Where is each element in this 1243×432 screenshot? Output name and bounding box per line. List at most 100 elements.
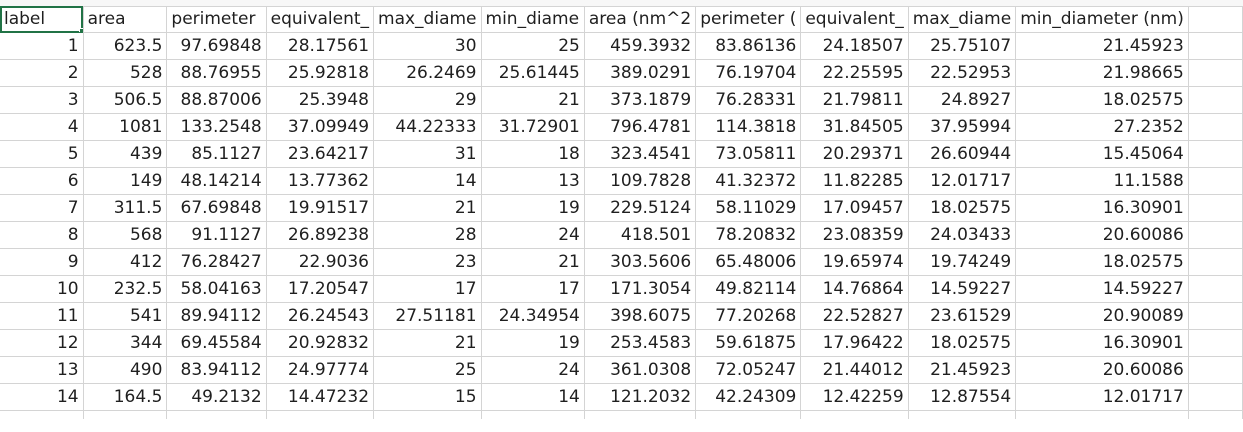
empty-cell[interactable] — [1188, 86, 1243, 114]
table-cell[interactable]: 4 — [0, 113, 84, 141]
table-cell[interactable]: 24.34954 — [481, 302, 585, 330]
table-cell[interactable]: 232.5 — [83, 275, 168, 303]
table-cell[interactable]: 83.94112 — [166, 356, 267, 384]
table-cell[interactable]: 10 — [0, 275, 84, 303]
table-cell[interactable]: 623.5 — [83, 32, 168, 60]
table-cell[interactable]: 16.30901 — [1015, 329, 1189, 357]
table-cell[interactable]: 23.08359 — [800, 221, 909, 249]
table-cell[interactable]: 19.91517 — [266, 194, 375, 222]
table-cell[interactable]: 13 — [481, 167, 585, 195]
table-cell[interactable]: 541 — [83, 302, 168, 330]
table-cell[interactable]: 88.87006 — [166, 86, 267, 114]
table-cell[interactable]: 12.87554 — [908, 383, 1017, 411]
table-cell[interactable]: 24.8927 — [908, 86, 1017, 114]
empty-cell[interactable] — [1188, 356, 1243, 384]
table-cell[interactable]: 14.47232 — [266, 383, 375, 411]
table-cell[interactable]: 31.72901 — [481, 113, 585, 141]
header-cell[interactable]: max_diame — [373, 6, 482, 33]
table-cell[interactable]: 528 — [83, 59, 168, 87]
table-cell[interactable]: 412 — [83, 248, 168, 276]
empty-cell[interactable] — [166, 410, 267, 419]
table-cell[interactable]: 12.01717 — [908, 167, 1017, 195]
table-cell[interactable]: 13.77362 — [266, 167, 375, 195]
table-cell[interactable]: 1 — [0, 32, 84, 60]
header-cell[interactable]: max_diame — [908, 6, 1017, 33]
table-cell[interactable]: 12.01717 — [1015, 383, 1189, 411]
table-cell[interactable]: 14.59227 — [1015, 275, 1189, 303]
table-cell[interactable]: 49.82114 — [695, 275, 802, 303]
table-cell[interactable]: 344 — [83, 329, 168, 357]
table-cell[interactable]: 20.29371 — [800, 140, 909, 168]
table-cell[interactable]: 14 — [373, 167, 482, 195]
table-cell[interactable]: 24.18507 — [800, 32, 909, 60]
table-cell[interactable]: 23.61529 — [908, 302, 1017, 330]
table-cell[interactable]: 24.97774 — [266, 356, 375, 384]
table-cell[interactable]: 229.5124 — [584, 194, 697, 222]
table-cell[interactable]: 72.05247 — [695, 356, 802, 384]
table-cell[interactable]: 373.1879 — [584, 86, 697, 114]
cell-a1-label[interactable]: label — [0, 6, 84, 33]
table-cell[interactable]: 6 — [0, 167, 84, 195]
table-cell[interactable]: 19 — [481, 194, 585, 222]
table-cell[interactable]: 17.09457 — [800, 194, 909, 222]
table-cell[interactable]: 25.3948 — [266, 86, 375, 114]
table-cell[interactable]: 24.03433 — [908, 221, 1017, 249]
table-cell[interactable]: 3 — [0, 86, 84, 114]
table-cell[interactable]: 44.22333 — [373, 113, 482, 141]
empty-cell[interactable] — [1188, 140, 1243, 168]
table-cell[interactable]: 389.0291 — [584, 59, 697, 87]
table-cell[interactable]: 17.96422 — [800, 329, 909, 357]
table-cell[interactable]: 69.45584 — [166, 329, 267, 357]
table-cell[interactable]: 12 — [0, 329, 84, 357]
table-cell[interactable]: 29 — [373, 86, 482, 114]
table-cell[interactable]: 41.32372 — [695, 167, 802, 195]
header-cell[interactable]: equivalent_ — [800, 6, 909, 33]
table-cell[interactable]: 28 — [373, 221, 482, 249]
empty-cell[interactable] — [908, 410, 1017, 419]
table-cell[interactable]: 133.2548 — [166, 113, 267, 141]
table-cell[interactable]: 58.04163 — [166, 275, 267, 303]
table-cell[interactable]: 506.5 — [83, 86, 168, 114]
empty-cell[interactable] — [1188, 194, 1243, 222]
table-cell[interactable]: 18.02575 — [1015, 248, 1189, 276]
empty-cell[interactable] — [584, 410, 697, 419]
header-cell[interactable]: perimeter ( — [695, 6, 802, 33]
table-cell[interactable]: 77.20268 — [695, 302, 802, 330]
table-cell[interactable]: 23.64217 — [266, 140, 375, 168]
table-cell[interactable]: 76.28331 — [695, 86, 802, 114]
table-cell[interactable]: 459.3932 — [584, 32, 697, 60]
table-cell[interactable]: 11 — [0, 302, 84, 330]
fill-handle[interactable] — [78, 28, 83, 32]
table-cell[interactable]: 59.61875 — [695, 329, 802, 357]
table-cell[interactable]: 114.3818 — [695, 113, 802, 141]
table-cell[interactable]: 149 — [83, 167, 168, 195]
empty-cell[interactable] — [83, 410, 168, 419]
table-cell[interactable]: 67.69848 — [166, 194, 267, 222]
table-cell[interactable]: 26.60944 — [908, 140, 1017, 168]
table-cell[interactable]: 76.28427 — [166, 248, 267, 276]
table-cell[interactable]: 89.94112 — [166, 302, 267, 330]
table-cell[interactable]: 37.95994 — [908, 113, 1017, 141]
empty-cell[interactable] — [1188, 221, 1243, 249]
table-cell[interactable]: 21.79811 — [800, 86, 909, 114]
table-cell[interactable]: 17 — [373, 275, 482, 303]
table-cell[interactable]: 7 — [0, 194, 84, 222]
table-cell[interactable]: 21.44012 — [800, 356, 909, 384]
table-cell[interactable]: 361.0308 — [584, 356, 697, 384]
table-cell[interactable]: 19.74249 — [908, 248, 1017, 276]
empty-cell[interactable] — [481, 410, 585, 419]
table-cell[interactable]: 21.45923 — [1015, 32, 1189, 60]
table-cell[interactable]: 31.84505 — [800, 113, 909, 141]
header-cell[interactable]: area (nm^2 — [584, 6, 697, 33]
table-cell[interactable]: 8 — [0, 221, 84, 249]
table-cell[interactable]: 253.4583 — [584, 329, 697, 357]
table-cell[interactable]: 26.89238 — [266, 221, 375, 249]
table-cell[interactable]: 31 — [373, 140, 482, 168]
table-cell[interactable]: 20.92832 — [266, 329, 375, 357]
table-cell[interactable]: 30 — [373, 32, 482, 60]
table-cell[interactable]: 78.20832 — [695, 221, 802, 249]
table-cell[interactable]: 398.6075 — [584, 302, 697, 330]
table-cell[interactable]: 21 — [481, 86, 585, 114]
table-cell[interactable]: 73.05811 — [695, 140, 802, 168]
table-cell[interactable]: 21 — [373, 329, 482, 357]
